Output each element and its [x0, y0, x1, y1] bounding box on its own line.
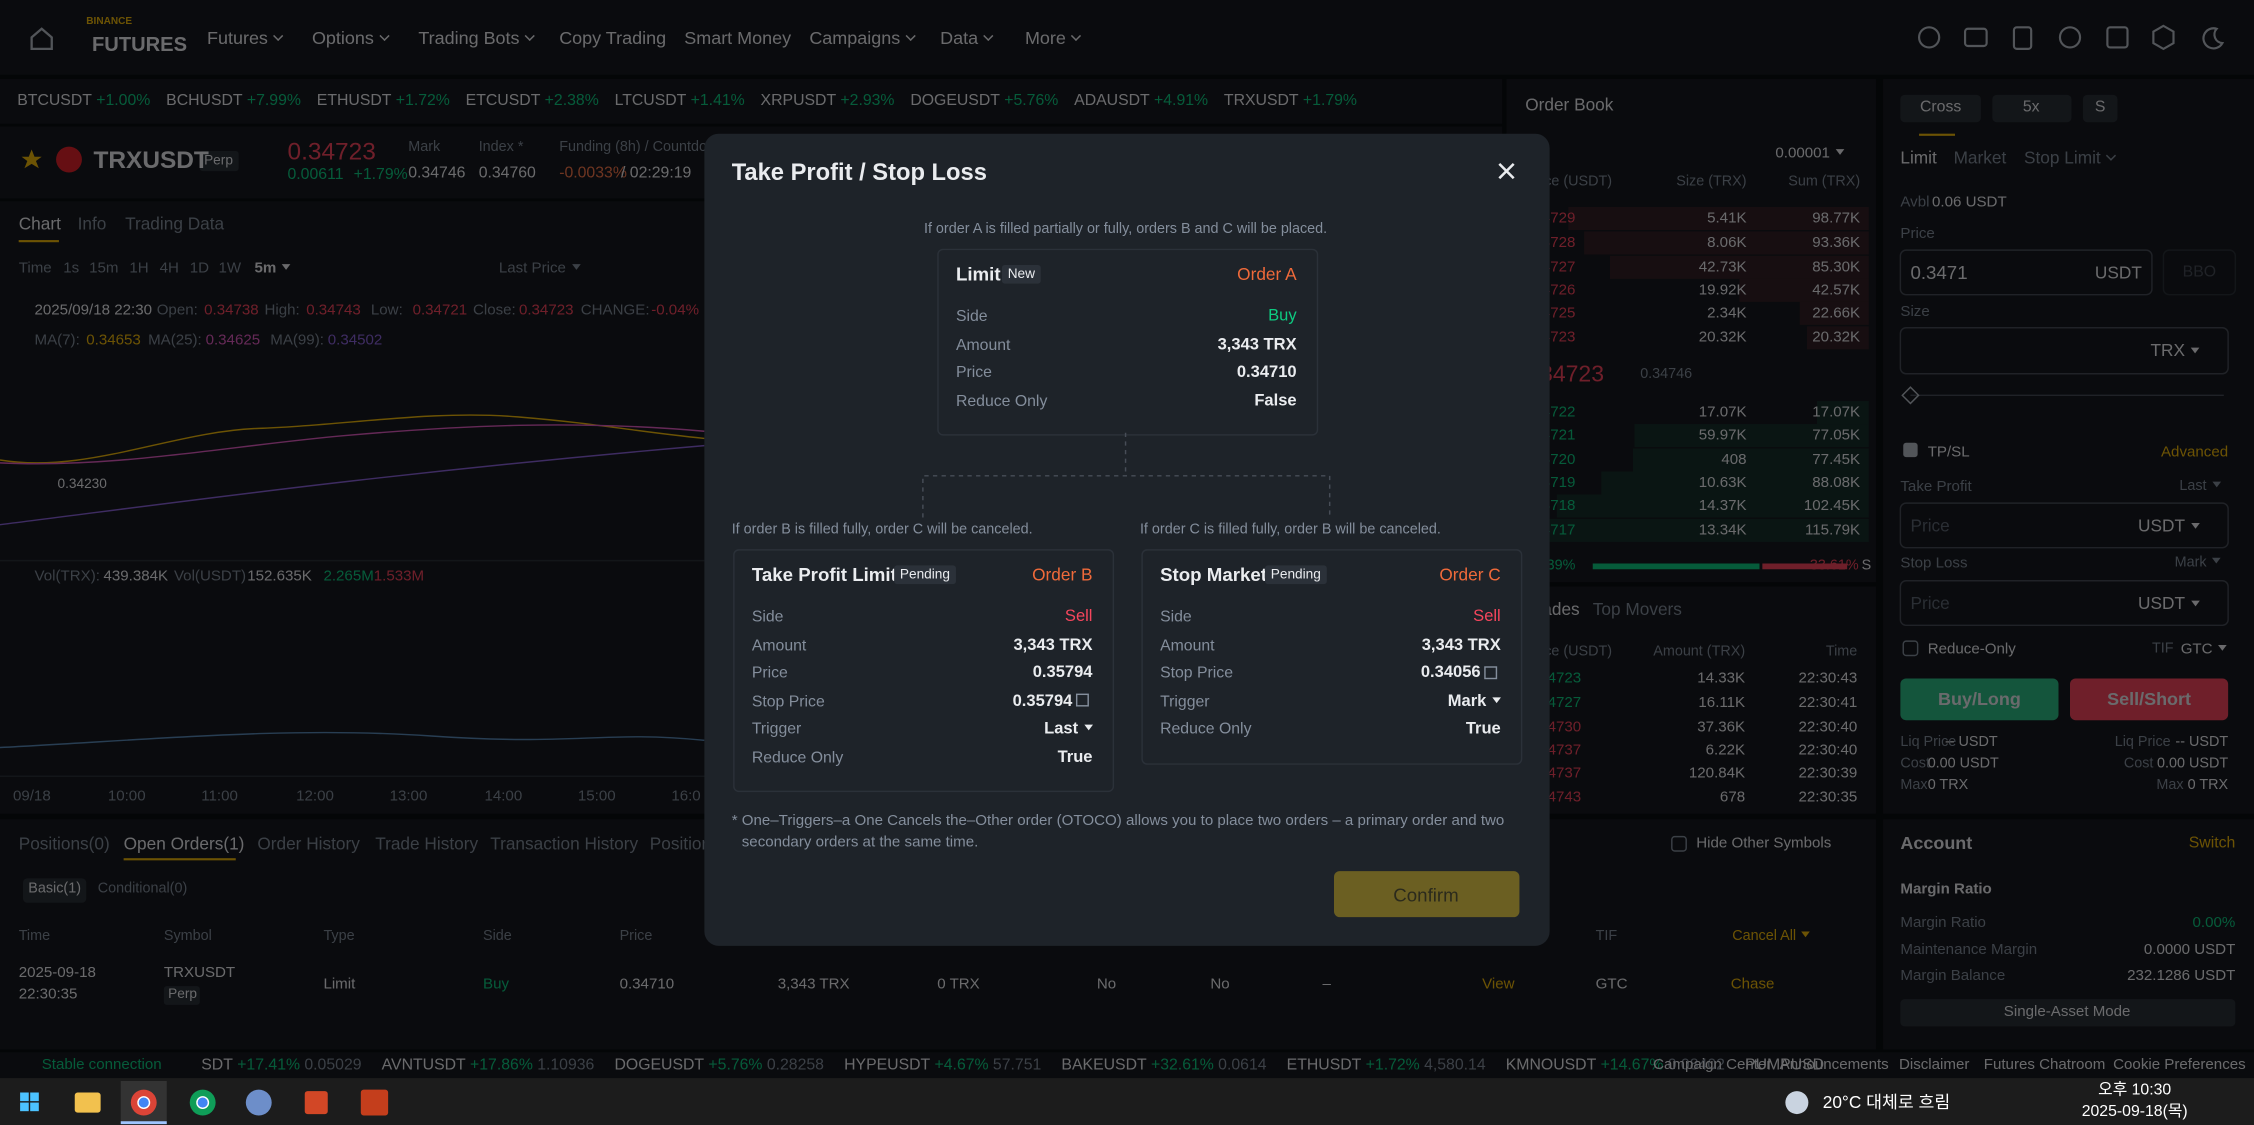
order-value: Sell [1473, 608, 1501, 626]
date: 2025-09-18(목) [2081, 1103, 2188, 1121]
label: Reduce Only [955, 392, 1048, 410]
status-tag: New [1001, 264, 1041, 285]
order-card [1141, 549, 1523, 765]
order-value: 3,343 TRX [1421, 636, 1501, 654]
label: Trigger [1160, 693, 1210, 711]
label: Price [955, 364, 992, 382]
button-label[interactable]: Confirm [1393, 884, 1459, 906]
label: Side [751, 608, 784, 626]
order-value[interactable]: Last [1044, 721, 1092, 741]
order-value: 0.35794 [1032, 664, 1093, 682]
footnote: * One–Triggers–a One Cancels the–Other o… [731, 812, 1505, 851]
label: Price [751, 664, 788, 683]
note: If order B is filled fully, order C will… [731, 521, 1033, 538]
order-name: Order B [1032, 564, 1093, 585]
label: Stop Price [751, 693, 825, 711]
edit-icon[interactable] [1075, 666, 1498, 707]
note: If order C is filled fully, order B will… [1139, 521, 1441, 538]
order-value: True [1057, 749, 1093, 767]
order-value[interactable]: Mark [1448, 693, 1501, 713]
modal [704, 133, 1550, 946]
order-value[interactable]: 0.35794 [1012, 692, 1073, 710]
confirm-button[interactable] [1334, 871, 1520, 918]
status-tag: Pending [1265, 565, 1327, 585]
clock: 오후 10:30 [2098, 1081, 2172, 1099]
order-name: Order A [1237, 264, 1297, 285]
label: Trigger [751, 721, 802, 739]
weather: 20°C 대체로 흐림 [1822, 1092, 1951, 1113]
label: Reduce Only [1160, 721, 1252, 739]
label: Amount [751, 636, 807, 655]
order-value[interactable]: 0.34056 [1420, 664, 1481, 682]
connector [922, 432, 1331, 518]
label: Stop Price [1160, 664, 1234, 683]
order-value: 3,343 TRX [1013, 636, 1093, 654]
order-type: Take Profit Limit [751, 563, 897, 586]
order-value: 0.34710 [1236, 364, 1297, 382]
order-card [937, 248, 1319, 436]
label: Side [1160, 608, 1192, 626]
order-type: Limit [955, 263, 1001, 285]
order-name: Order C [1439, 564, 1501, 585]
order-value: Sell [1064, 608, 1093, 626]
order-card [733, 549, 1115, 793]
order-value: 3,343 TRX [1217, 335, 1297, 354]
close-button[interactable] [1498, 162, 1515, 180]
order-value: True [1465, 720, 1501, 739]
order-type: Stop Market [1160, 563, 1268, 586]
order-value: Buy [1268, 307, 1297, 326]
label: Amount [955, 336, 1011, 354]
label: Side [955, 308, 988, 326]
status-tag: Pending [894, 565, 956, 585]
order-value: False [1254, 392, 1297, 410]
label: Amount [1160, 636, 1215, 655]
label: Reduce Only [751, 749, 844, 767]
note: If order A is filled partially or fully,… [923, 221, 1328, 238]
modal-title: Take Profit / Stop Loss [731, 159, 987, 186]
